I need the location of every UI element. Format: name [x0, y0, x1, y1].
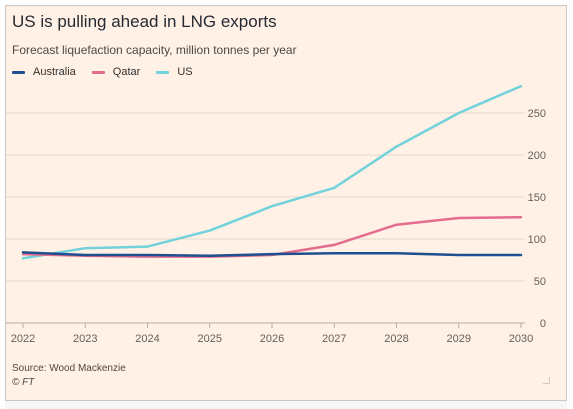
series-line-qatar [21, 215, 523, 258]
x-tick-label: 2026 [260, 333, 284, 345]
legend-label-us: US [177, 66, 193, 78]
x-tick-label: 2025 [198, 333, 222, 345]
line-chart: 0 50 100 150 200 250 2022 2023 2024 2025 2026 2027 2… [6, 84, 546, 345]
x-tick-label: 2024 [135, 333, 159, 345]
chart-title: US is pulling ahead in LNG exports [12, 12, 277, 31]
y-tick-label: 150 [528, 192, 546, 204]
legend-label-australia: Australia [33, 66, 76, 78]
legend-label-qatar: Qatar [112, 66, 141, 78]
x-tick-label: 2028 [384, 333, 408, 345]
chart-legend: Australia Qatar US [12, 64, 209, 80]
footer-strip [5, 401, 567, 409]
y-tick-label: 100 [528, 234, 546, 246]
legend-swatch-australia [12, 70, 25, 74]
x-tick-label: 2029 [447, 333, 471, 345]
chart-card: US is pulling ahead in LNG exports Forec… [5, 5, 567, 401]
resize-handle-icon [543, 377, 550, 384]
legend-swatch-us [156, 70, 170, 74]
x-tick-label: 2030 [509, 333, 533, 345]
legend-swatch-qatar [91, 70, 105, 74]
x-tick-label: 2027 [322, 333, 346, 345]
y-tick-label: 250 [528, 108, 546, 120]
chart-source: Source: Wood Mackenzie [12, 363, 126, 374]
y-tick-label: 0 [540, 318, 546, 330]
series-line-us [21, 84, 523, 260]
legend-item-qatar: Qatar [91, 66, 141, 78]
y-tick-label: 200 [528, 150, 546, 162]
chart-copyright: © FT [12, 377, 35, 388]
chart-subtitle: Forecast liquefaction capacity, million … [12, 43, 297, 57]
y-tick-label: 50 [534, 276, 546, 288]
x-tick-label: 2022 [11, 333, 35, 345]
legend-item-us: US [156, 66, 193, 78]
legend-item-australia: Australia [12, 66, 76, 78]
series-line-australia [21, 251, 523, 258]
x-tick-label: 2023 [73, 333, 97, 345]
